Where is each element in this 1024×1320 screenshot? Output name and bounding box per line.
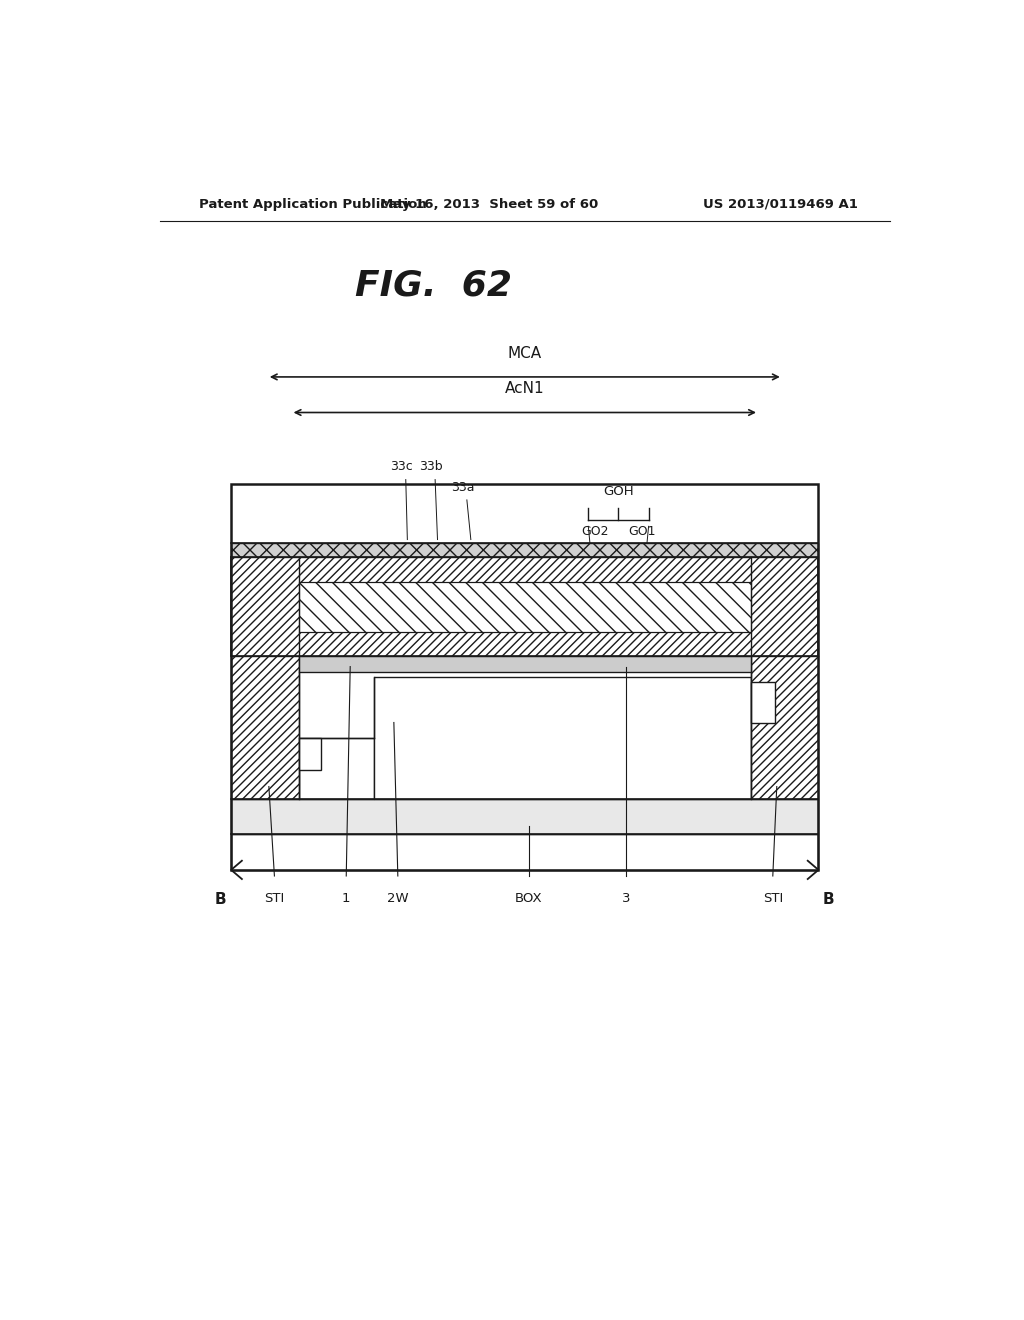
Polygon shape [231, 799, 818, 834]
Text: FIG.  62: FIG. 62 [355, 268, 512, 302]
Text: STI: STI [763, 892, 783, 906]
Text: B: B [215, 892, 226, 907]
Text: Patent Application Publication: Patent Application Publication [200, 198, 427, 211]
Polygon shape [751, 557, 818, 799]
Polygon shape [231, 557, 818, 656]
Text: 33b: 33b [420, 461, 443, 474]
Polygon shape [231, 557, 299, 799]
Text: 3: 3 [623, 892, 631, 906]
Bar [231, 483, 818, 870]
Text: May 16, 2013  Sheet 59 of 60: May 16, 2013 Sheet 59 of 60 [380, 198, 598, 211]
Text: AcN1: AcN1 [505, 381, 545, 396]
Text: STI: STI [264, 892, 285, 906]
Text: MCA: MCA [508, 346, 542, 360]
Text: 2W: 2W [387, 892, 409, 906]
Polygon shape [231, 834, 818, 870]
Text: 33c: 33c [390, 461, 413, 474]
Text: BOX: BOX [515, 892, 543, 906]
Text: GO1: GO1 [629, 525, 656, 539]
Polygon shape [299, 582, 751, 631]
Text: 33a: 33a [452, 480, 475, 494]
Polygon shape [299, 738, 321, 771]
Text: B: B [823, 892, 835, 907]
Text: GOH: GOH [603, 484, 634, 498]
Polygon shape [231, 543, 818, 557]
Polygon shape [299, 738, 374, 799]
Polygon shape [751, 682, 775, 722]
Polygon shape [299, 656, 751, 672]
Text: 1: 1 [342, 892, 350, 906]
Text: US 2013/0119469 A1: US 2013/0119469 A1 [703, 198, 858, 211]
Text: GO2: GO2 [581, 525, 608, 539]
Polygon shape [374, 677, 751, 799]
